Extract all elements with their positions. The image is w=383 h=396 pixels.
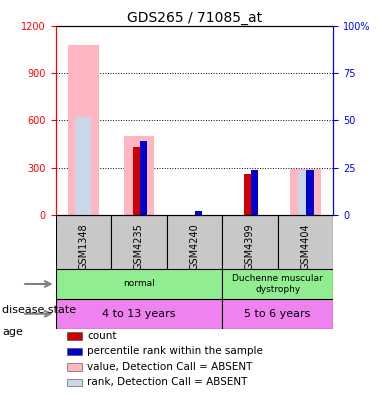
Bar bbox=[306, 170, 314, 215]
Text: percentile rank within the sample: percentile rank within the sample bbox=[87, 346, 264, 356]
Bar bbox=[133, 147, 145, 215]
Text: GSM4399: GSM4399 bbox=[245, 223, 255, 270]
Text: Duchenne muscular
dystrophy: Duchenne muscular dystrophy bbox=[232, 274, 323, 294]
Text: value, Detection Call = ABSENT: value, Detection Call = ABSENT bbox=[87, 362, 253, 372]
Bar bbox=[67, 363, 82, 371]
Text: rank, Detection Call = ABSENT: rank, Detection Call = ABSENT bbox=[87, 377, 248, 387]
Bar bbox=[298, 171, 313, 215]
Bar bbox=[56, 269, 222, 299]
Title: GDS265 / 71085_at: GDS265 / 71085_at bbox=[127, 11, 262, 25]
Text: GSM4240: GSM4240 bbox=[189, 223, 200, 270]
Text: 4 to 13 years: 4 to 13 years bbox=[102, 309, 175, 319]
Text: age: age bbox=[2, 327, 23, 337]
Bar bbox=[278, 215, 333, 269]
Text: disease state: disease state bbox=[2, 305, 76, 315]
Bar bbox=[167, 215, 222, 269]
Bar bbox=[124, 136, 154, 215]
Bar bbox=[56, 299, 222, 329]
Bar bbox=[244, 174, 256, 215]
Bar bbox=[68, 45, 98, 215]
Bar bbox=[222, 299, 333, 329]
Bar bbox=[75, 117, 91, 215]
Text: GSM1348: GSM1348 bbox=[78, 223, 88, 270]
Bar bbox=[67, 332, 82, 340]
Bar bbox=[67, 348, 82, 355]
Bar bbox=[290, 169, 321, 215]
Text: 5 to 6 years: 5 to 6 years bbox=[244, 309, 311, 319]
Text: normal: normal bbox=[123, 280, 155, 288]
Bar bbox=[251, 170, 258, 215]
Bar bbox=[67, 379, 82, 386]
Text: GSM4404: GSM4404 bbox=[300, 223, 311, 270]
Bar bbox=[222, 215, 278, 269]
Bar bbox=[111, 215, 167, 269]
Bar bbox=[140, 141, 147, 215]
Bar bbox=[222, 269, 333, 299]
Bar bbox=[56, 215, 111, 269]
Text: GSM4235: GSM4235 bbox=[134, 223, 144, 270]
Bar bbox=[195, 211, 203, 215]
Text: count: count bbox=[87, 331, 117, 341]
